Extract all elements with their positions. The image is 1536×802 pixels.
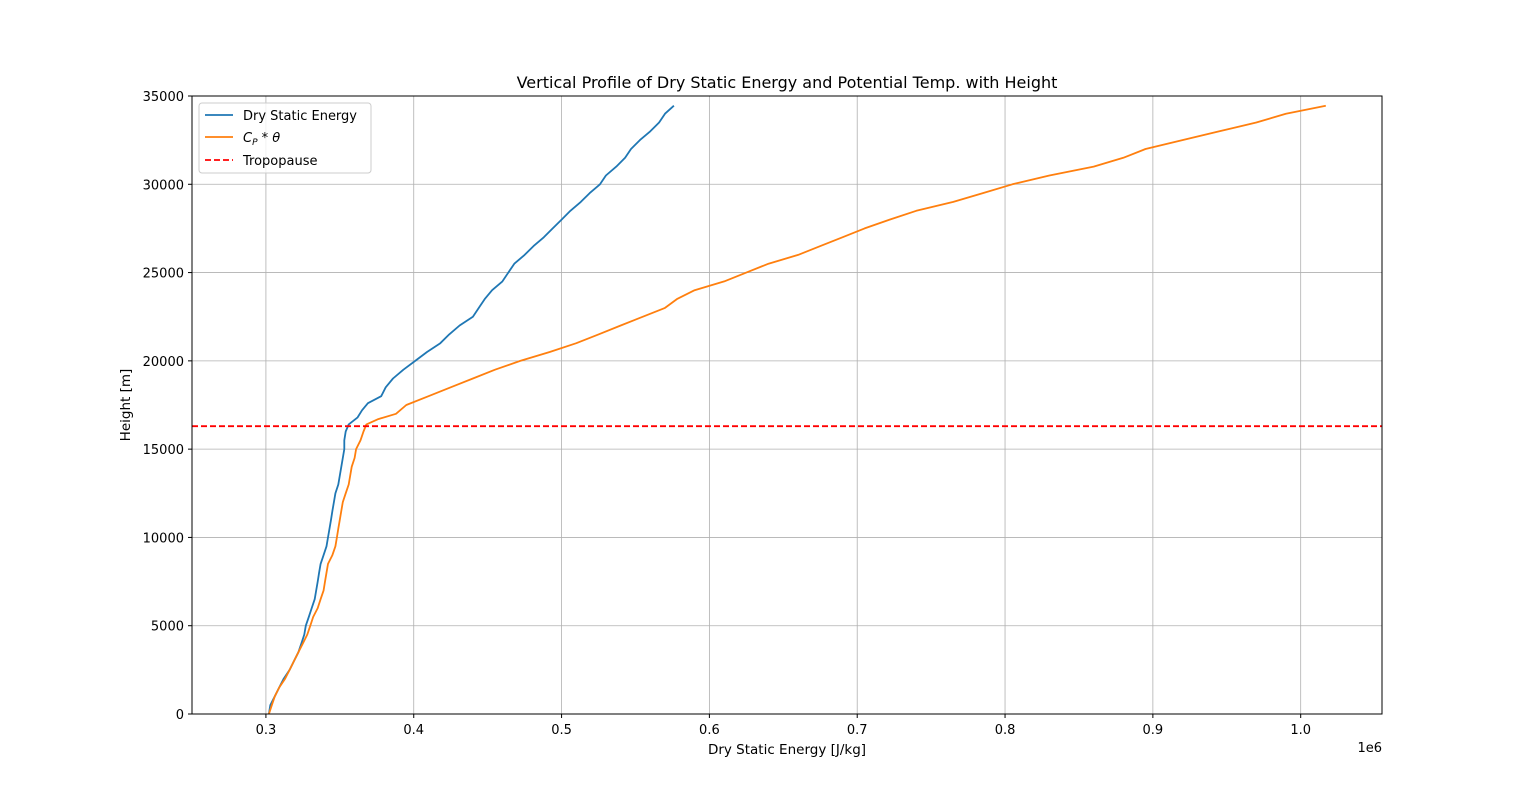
y-tick-label: 10000 (143, 531, 184, 546)
series-layer (192, 104, 1382, 715)
dry-static-energy-line (268, 105, 675, 715)
y-axis-label: Height [m] (118, 369, 134, 442)
legend-label-cp-theta: CP * θ (243, 131, 280, 148)
plot-frame (191, 95, 1383, 715)
legend-label-dry-static-energy: Dry Static Energy (243, 109, 357, 124)
x-tick-label: 0.9 (1143, 723, 1164, 738)
x-axis-label: Dry Static Energy [J/kg] (708, 742, 866, 758)
legend-box (198, 102, 372, 174)
y-tick-label: 25000 (143, 267, 184, 282)
y-tick-label: 5000 (151, 620, 184, 635)
y-tick-label: 15000 (143, 443, 184, 458)
x-tick-label: 0.3 (256, 723, 277, 738)
y-tick-label: 0 (176, 708, 184, 723)
chart-title: Vertical Profile of Dry Static Energy an… (517, 73, 1058, 92)
x-offset-label: 1e6 (1357, 741, 1382, 756)
cp-theta-line (268, 104, 1326, 715)
x-tick-label: 1.0 (1290, 723, 1311, 738)
x-tick-label: 0.4 (403, 723, 424, 738)
ticks: 0.3 0.4 0.5 0.6 0.7 0.8 0.9 1.0 0 5000 10000 15000 2… (143, 90, 1311, 738)
legend-label-tropopause: Tropopause (242, 154, 317, 169)
x-tick-label: 0.6 (699, 723, 720, 738)
x-tick-label: 0.7 (847, 723, 868, 738)
x-tick-label: 0.8 (995, 723, 1016, 738)
legend: Dry Static Energy CP * θ Tropopause (198, 102, 372, 174)
x-tick-label: 0.5 (551, 723, 572, 738)
y-tick-label: 35000 (143, 90, 184, 105)
y-tick-label: 30000 (143, 178, 184, 193)
y-tick-label: 20000 (143, 355, 184, 370)
